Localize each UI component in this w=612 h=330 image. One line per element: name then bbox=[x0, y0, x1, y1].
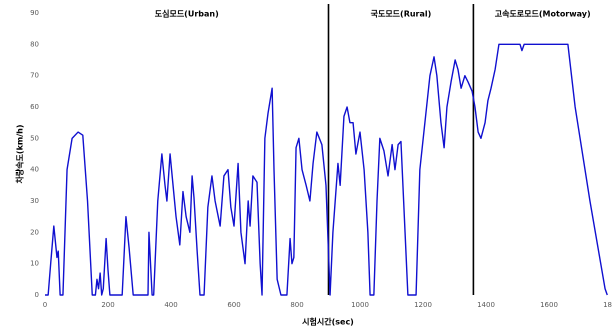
y-tick-label: 30 bbox=[30, 197, 39, 205]
mode-label: 고속도로모드(Motorway) bbox=[495, 9, 591, 19]
x-tick-label: 400 bbox=[164, 301, 177, 309]
x-axis-title: 시험시간(sec) bbox=[302, 317, 354, 327]
y-tick-label: 40 bbox=[30, 166, 39, 174]
y-axis-title: 차량속도(km/h) bbox=[15, 124, 25, 183]
x-tick-label: 0 bbox=[43, 301, 47, 309]
y-tick-label: 20 bbox=[30, 228, 39, 236]
y-tick-label: 10 bbox=[30, 260, 39, 268]
y-tick-label: 80 bbox=[30, 40, 39, 48]
x-tick-label: 800 bbox=[290, 301, 303, 309]
y-tick-label: 70 bbox=[30, 72, 39, 80]
y-tick-label: 60 bbox=[30, 103, 39, 111]
x-tick-label: 1400 bbox=[477, 301, 495, 309]
mode-label: 국도모드(Rural) bbox=[371, 10, 432, 19]
speed-line bbox=[45, 43, 608, 296]
mode-label: 도심모드(Urban) bbox=[155, 9, 219, 19]
y-tick-label: 0 bbox=[35, 291, 39, 299]
x-tick-label: 1600 bbox=[540, 301, 558, 309]
x-tick-label: 600 bbox=[227, 301, 240, 309]
y-tick-label: 50 bbox=[30, 134, 39, 142]
x-tick-label: 200 bbox=[101, 301, 114, 309]
x-tick-label: 1800 bbox=[603, 301, 612, 309]
x-tick-label: 1200 bbox=[414, 301, 432, 309]
x-tick-label: 1000 bbox=[351, 301, 369, 309]
y-tick-label: 90 bbox=[30, 9, 39, 17]
